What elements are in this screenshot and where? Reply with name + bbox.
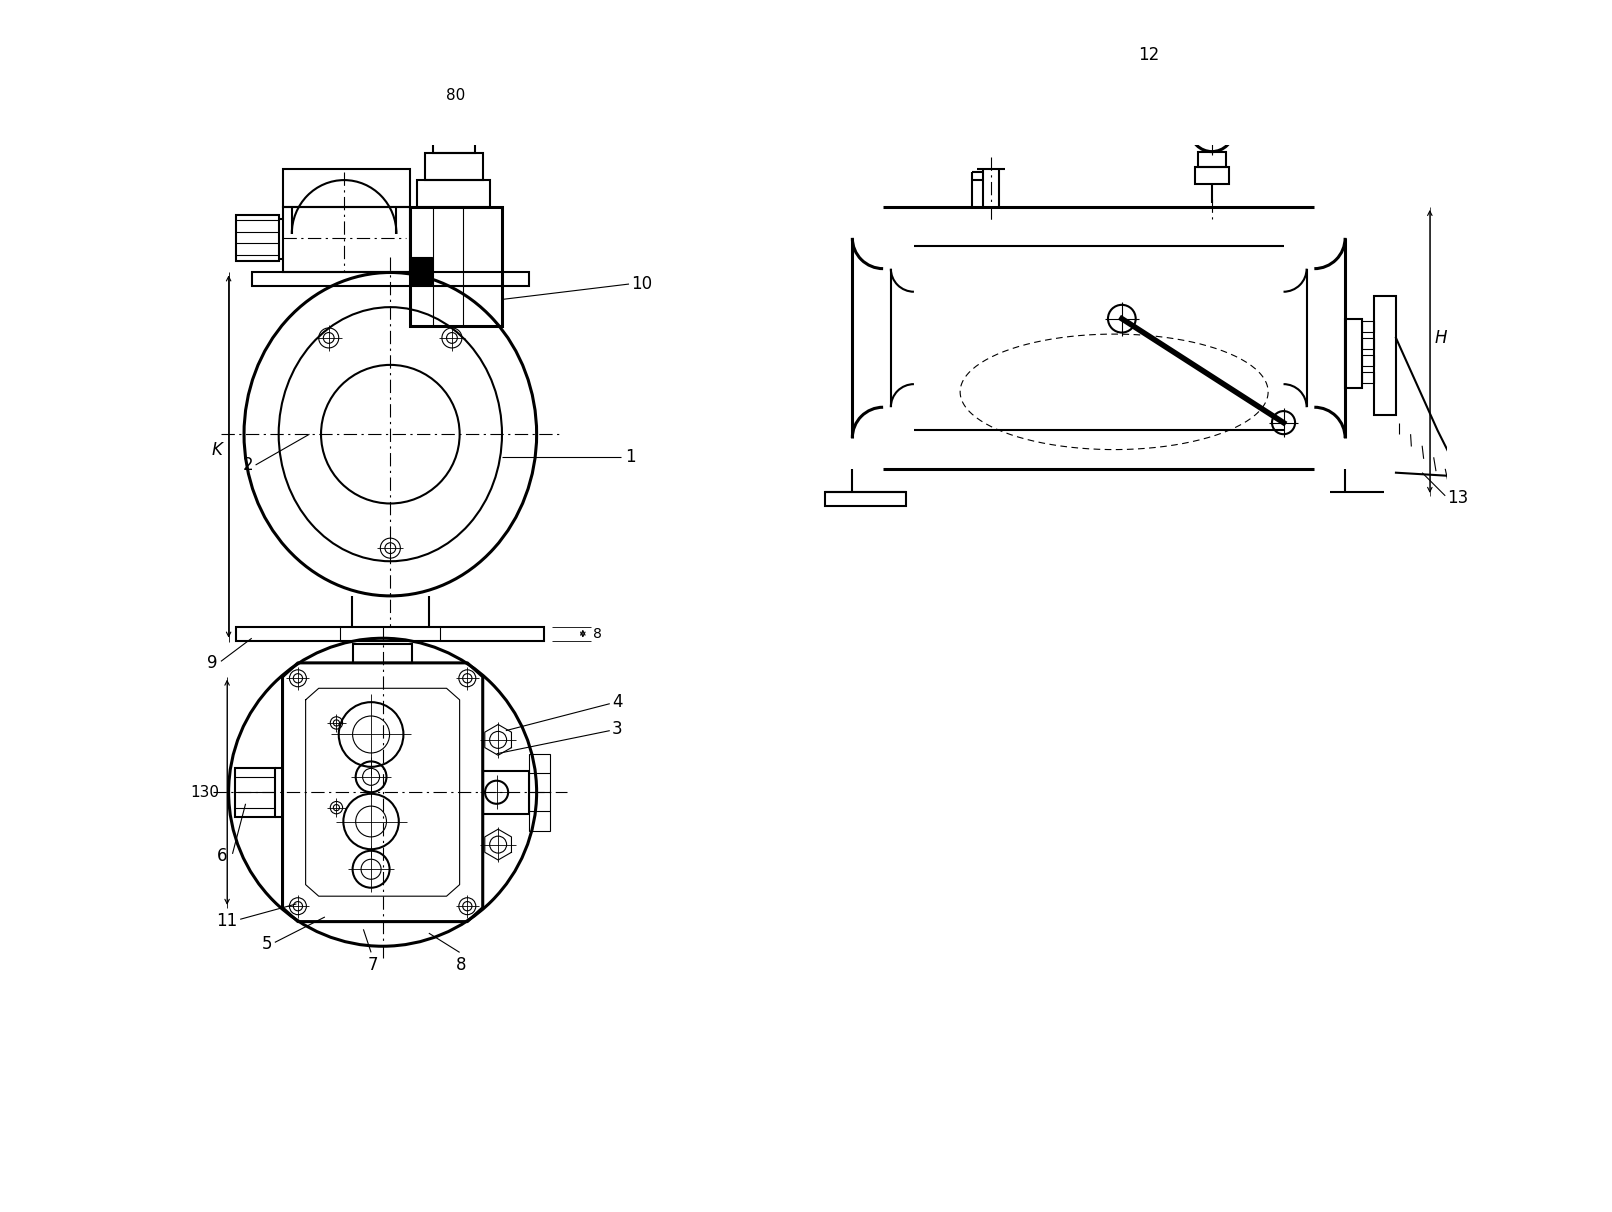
Bar (1214, 78, 1222, 90)
Text: 9: 9 (206, 654, 218, 671)
Bar (411, 257, 432, 284)
Bar (438, 115, 469, 130)
Text: 1: 1 (625, 448, 635, 467)
Text: 80: 80 (447, 88, 466, 103)
Bar (825, 492, 906, 505)
Text: 12: 12 (1138, 46, 1159, 63)
Bar (418, 181, 490, 207)
Bar (282, 207, 409, 273)
Bar (235, 767, 274, 817)
Text: 6: 6 (216, 847, 227, 865)
Text: 5: 5 (263, 934, 272, 953)
Bar (432, 130, 476, 153)
Text: 130: 130 (190, 784, 219, 800)
Bar (1362, 372, 1375, 383)
Text: 4: 4 (613, 693, 622, 711)
Bar (1198, 90, 1225, 107)
Bar (426, 153, 482, 181)
Bar (1204, 78, 1212, 90)
Bar (237, 215, 279, 261)
Text: 8: 8 (456, 956, 466, 974)
Bar (237, 627, 545, 641)
Bar (353, 645, 413, 663)
Bar (1362, 355, 1375, 366)
Bar (529, 754, 550, 830)
Text: K: K (211, 441, 222, 458)
Text: 3: 3 (613, 720, 622, 738)
Text: 7: 7 (368, 956, 377, 974)
Bar (482, 771, 529, 813)
Bar (1344, 319, 1362, 388)
Bar (1375, 296, 1396, 415)
Text: 13: 13 (1448, 490, 1469, 507)
Bar (409, 207, 501, 326)
Bar (282, 168, 409, 207)
Bar (1362, 321, 1375, 332)
Text: 2: 2 (243, 456, 253, 474)
Text: 10: 10 (632, 275, 653, 293)
Bar (1201, 70, 1224, 78)
Text: 11: 11 (216, 911, 239, 930)
Bar (1198, 152, 1225, 167)
Text: H: H (1435, 328, 1448, 347)
Bar (1362, 338, 1375, 349)
Text: 8: 8 (593, 627, 601, 641)
Bar (251, 273, 529, 286)
Bar (1194, 107, 1228, 130)
Bar (1194, 167, 1228, 184)
